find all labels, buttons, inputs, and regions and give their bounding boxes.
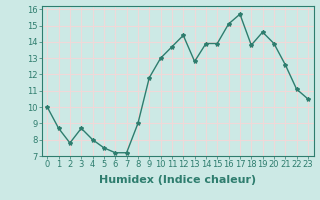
X-axis label: Humidex (Indice chaleur): Humidex (Indice chaleur) bbox=[99, 175, 256, 185]
